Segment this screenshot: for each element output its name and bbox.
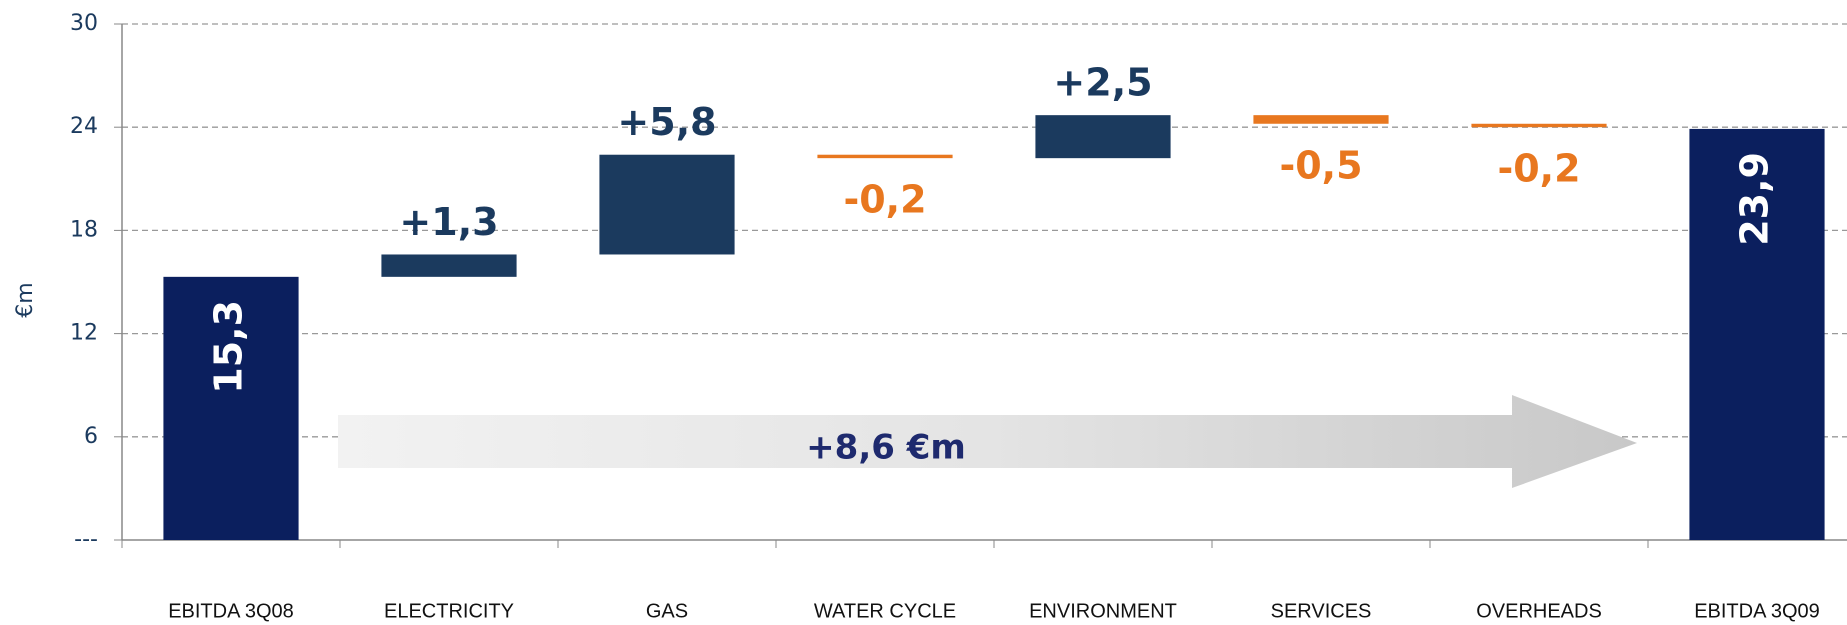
bar [599, 154, 735, 255]
value-label: -0,5 [1279, 143, 1362, 187]
y-axis-label: €m [13, 282, 38, 317]
x-tick-label: SERVICES [1271, 600, 1372, 622]
annotation: +8,6 €m [806, 428, 966, 468]
value-label: +1,3 [399, 200, 498, 244]
value-label: -0,2 [843, 178, 926, 222]
y-tick-label: 12 [70, 321, 98, 346]
y-tick-label: 18 [70, 217, 98, 242]
bar [817, 154, 953, 159]
y-tick-label: 30 [70, 11, 98, 36]
trend-arrow [338, 395, 1637, 488]
value-label: +2,5 [1053, 61, 1152, 105]
bar [163, 276, 299, 540]
x-tick-label: GAS [646, 600, 688, 622]
value-label: 23,9 [1733, 152, 1777, 246]
value-label: +5,8 [617, 100, 716, 144]
x-tick-label: EBITDA 3Q09 [1694, 600, 1820, 622]
bar [1471, 123, 1607, 128]
x-tick-label: EBITDA 3Q08 [168, 600, 294, 622]
x-tick-label: WATER CYCLE [814, 600, 956, 622]
x-tick-label: ENVIRONMENT [1029, 600, 1177, 622]
bar [1253, 115, 1389, 124]
bar [1035, 115, 1171, 159]
x-tick-label: OVERHEADS [1476, 600, 1602, 622]
value-label: 15,3 [207, 300, 251, 394]
value-label: -0,2 [1497, 147, 1580, 191]
y-tick-label: 6 [84, 424, 98, 449]
bar [381, 254, 517, 277]
bar [1689, 128, 1825, 541]
y-tick-label: 24 [70, 114, 98, 139]
y-tick-label: --- [74, 527, 98, 552]
x-tick-label: ELECTRICITY [384, 600, 514, 622]
